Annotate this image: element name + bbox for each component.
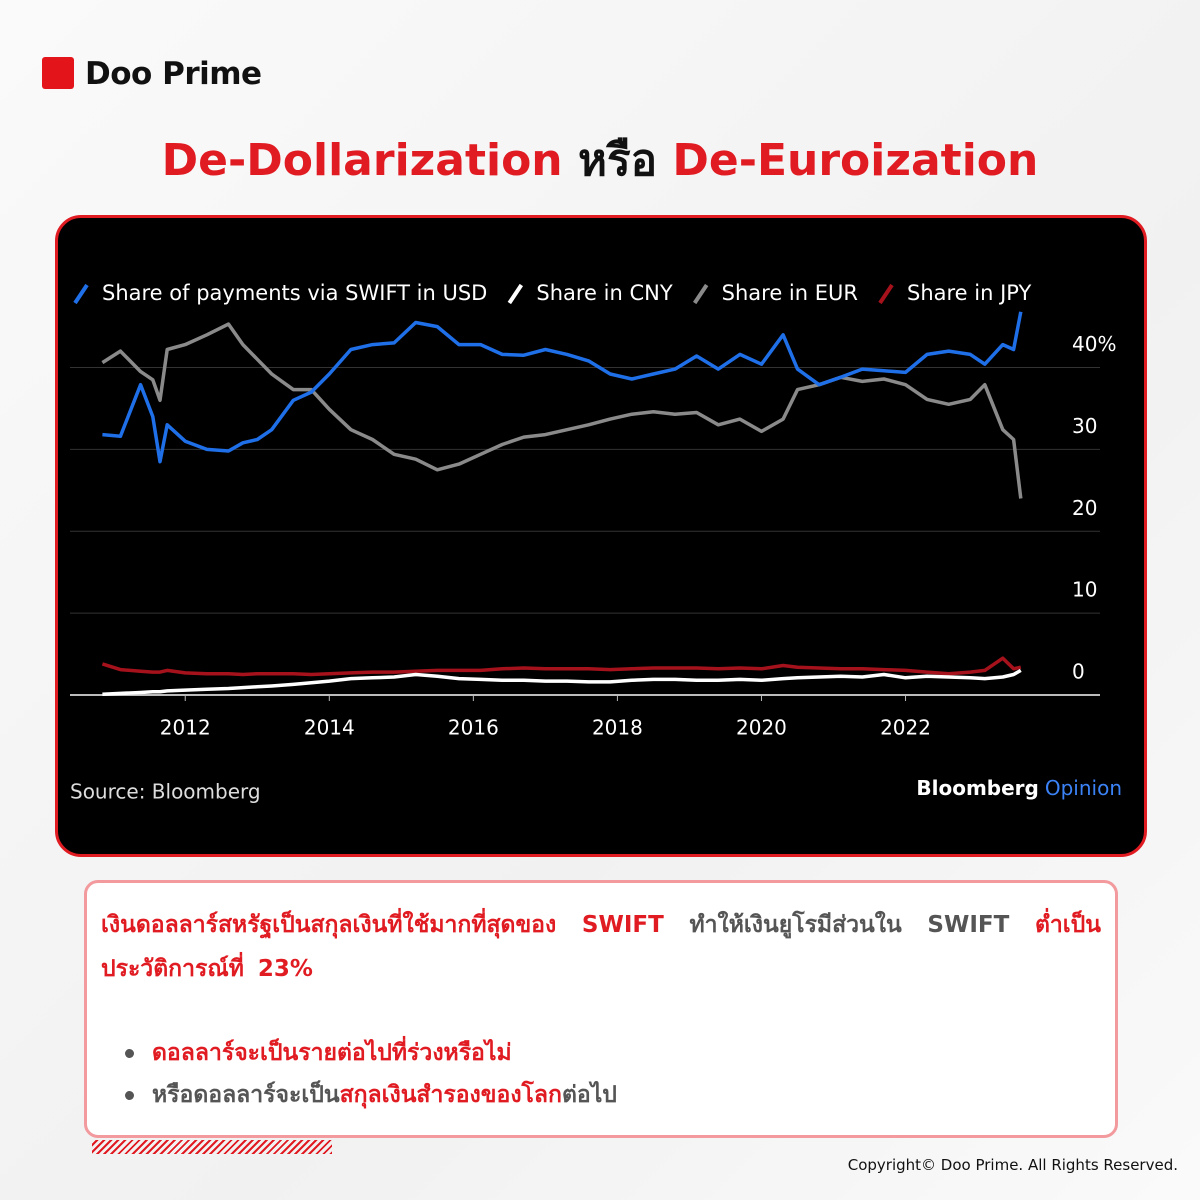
logo-icon [42, 57, 74, 89]
note-box: เงินดอลลาร์สหรัฐเป็นสกุลเงินที่ใช้มากที่… [84, 880, 1118, 1138]
heading-part: หรือ [577, 135, 658, 186]
text-run: สกุลเงินสำรองของโลก [339, 1082, 562, 1108]
legend-swatch [878, 283, 894, 305]
brand: Doo Prime [85, 56, 262, 92]
decor-stripe [92, 1140, 332, 1154]
credit-main: Bloomberg [916, 776, 1038, 800]
legend-swatch [73, 283, 89, 305]
text-run: หรือดอลลาร์จะเป็น [152, 1082, 340, 1108]
x-tick-label: 2020 [736, 716, 787, 740]
series-line [102, 311, 1023, 464]
x-tick-label: 2022 [880, 716, 931, 740]
x-tick-label: 2016 [448, 716, 499, 740]
legend-swatch [692, 283, 709, 305]
heading-part: De-Dollarization [161, 135, 563, 186]
legend-label: Share in EUR [722, 281, 858, 305]
text-run: ต่ำเป็นประวัติการณ์ที่ 23% [101, 912, 1101, 982]
y-tick-label: 20 [1072, 496, 1097, 520]
series-line [101, 656, 1022, 677]
bullet: ดอลลาร์จะเป็นรายต่อไปที่ร่วงหรือไม่ [125, 1035, 512, 1071]
source: Source: Bloomberg [70, 780, 261, 804]
x-tick-label: 2012 [160, 716, 211, 740]
heading-part: De-Euroization [672, 135, 1039, 186]
y-tick-label: 0 [1072, 660, 1085, 684]
chart-panel [55, 215, 1147, 857]
text-run: ทำให้เงินยูโรมีส่วนใน SWIFT [689, 912, 1010, 938]
text-run: เงินดอลลาร์สหรัฐเป็นสกุลเงินที่ใช้มากที่… [101, 912, 664, 938]
x-tick-label: 2018 [592, 716, 643, 740]
bullet: หรือดอลลาร์จะเป็นสกุลเงินสำรองของโลกต่อไ… [125, 1077, 617, 1113]
credit-accent: Opinion [1045, 776, 1122, 800]
y-tick-label: 30 [1072, 414, 1097, 438]
copyright: Copyright© Doo Prime. All Rights Reserve… [847, 1156, 1178, 1174]
y-tick-label: 10 [1072, 578, 1097, 602]
legend-label: Share in JPY [907, 281, 1031, 305]
y-tick-label: 40% [1072, 332, 1116, 356]
text-run: ต่อไป [561, 1082, 617, 1108]
series-line [101, 322, 1023, 499]
heading: De-Dollarization หรือ De-Euroization [0, 125, 1200, 195]
paragraph: เงินดอลลาร์สหรัฐเป็นสกุลเงินที่ใช้มากที่… [101, 903, 1101, 991]
legend-label: Share of payments via SWIFT in USD [102, 281, 487, 305]
legend-swatch [507, 283, 524, 305]
legend-label: Share in CNY [536, 281, 672, 305]
series-line [102, 668, 1022, 696]
x-tick-label: 2014 [304, 716, 355, 740]
text-run: ดอลลาร์จะเป็นรายต่อไปที่ร่วงหรือไม่ [152, 1040, 512, 1066]
credit: Bloomberg Opinion [916, 776, 1122, 800]
